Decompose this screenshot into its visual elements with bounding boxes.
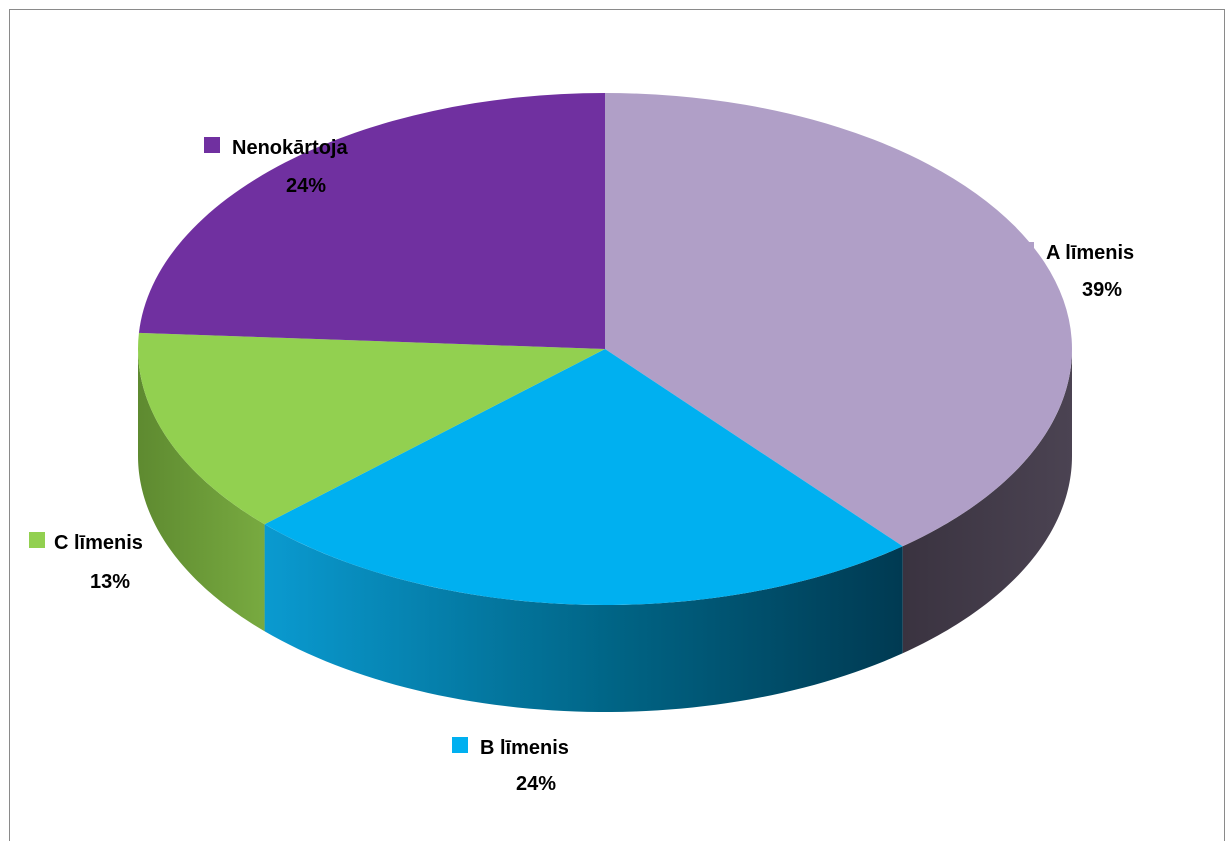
legend-marker-c-limenis: [29, 532, 45, 548]
slice-value-label: 13%: [90, 571, 130, 593]
slice-category-label: C līmenis: [54, 532, 143, 554]
slice-value-label: 39%: [1082, 279, 1122, 301]
pie-sides: [138, 349, 1072, 712]
legend-marker-nenokartoja: [204, 137, 220, 153]
slice-category-label: Nenokārtoja: [232, 137, 348, 159]
pie-side-c-limenis: [138, 349, 265, 632]
pie-side-a-limenis: [902, 349, 1072, 654]
pie-slice-a-limenis: [605, 93, 1072, 547]
legend-marker-b-limenis: [452, 737, 468, 753]
pie-slice-c-limenis: [137, 332, 605, 525]
pie-labels: A līmenis 39% B līmenis 24% C līmenis 13% Neno…: [29, 137, 1134, 795]
slice-value-label: 24%: [516, 773, 556, 795]
slice-value-label: 24%: [286, 175, 326, 197]
pie-slice-nenokartoja: [138, 93, 606, 349]
pie-side-b-limenis: [264, 524, 903, 712]
legend-marker-a-limenis: [1018, 242, 1034, 258]
slice-category-label: B līmenis: [480, 737, 569, 759]
pie-slice-b-limenis: [264, 349, 903, 605]
slice-category-label: A līmenis: [1046, 242, 1134, 264]
pie-tops: [137, 93, 1072, 605]
